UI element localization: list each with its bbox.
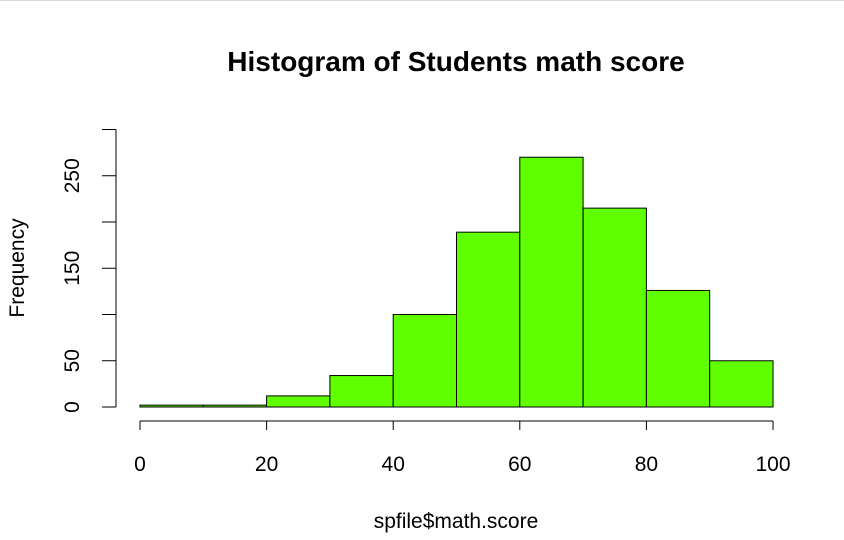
window-top-border [0,0,844,1]
histogram-bar [582,207,647,408]
y-axis-label: Frequency [6,218,29,318]
y-tick-label: 150 [61,251,84,286]
y-axis: 0 50 150 250 [61,129,117,413]
bars-group [139,156,774,408]
histogram-bar [709,360,774,408]
y-tick-label: 250 [61,158,84,193]
histogram-bar [139,404,204,408]
x-axis-label: spfile$math.score [374,510,539,533]
x-tick-label: 80 [635,453,658,476]
y-tick-label: 50 [61,349,84,372]
x-axis: 0 20 40 60 80 100 [134,420,791,476]
x-ticks: 0 20 40 60 80 100 [134,421,791,476]
histogram-bar [645,289,711,408]
histogram-bar [202,404,268,408]
y-ticks: 0 50 150 250 [61,129,116,413]
histogram-bar [519,156,584,408]
x-tick-label: 0 [134,453,146,476]
x-tick-label: 60 [508,453,531,476]
chart-title: Histogram of Students math score [227,46,684,77]
histogram-bar [329,375,394,408]
histogram-bar [456,231,521,408]
x-tick-label: 40 [382,453,405,476]
y-tick-label: 0 [61,401,84,413]
histogram-bar [266,395,331,408]
x-tick-label: 100 [755,453,790,476]
histogram-bar [392,314,458,408]
x-tick-label: 20 [255,453,278,476]
